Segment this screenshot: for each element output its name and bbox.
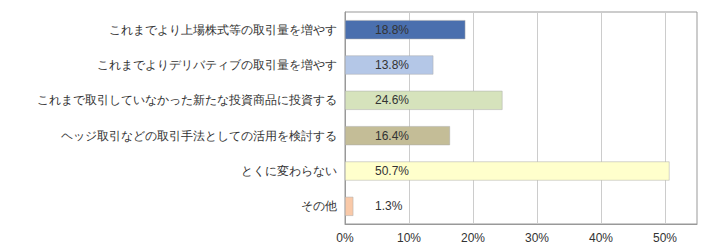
svg-text:40%: 40% xyxy=(589,231,613,245)
svg-text:50.7%: 50.7% xyxy=(375,164,409,178)
svg-text:20%: 20% xyxy=(461,231,485,245)
svg-text:16.4%: 16.4% xyxy=(375,129,409,143)
svg-text:10%: 10% xyxy=(397,231,421,245)
svg-text:0%: 0% xyxy=(336,231,354,245)
svg-text:その他: その他 xyxy=(301,199,337,213)
svg-text:これまでより上場株式等の取引量を増やす: これまでより上場株式等の取引量を増やす xyxy=(109,23,337,37)
svg-text:1.3%: 1.3% xyxy=(375,199,403,213)
svg-text:13.8%: 13.8% xyxy=(375,58,409,72)
svg-text:これまでよりデリバティブの取引量を増やす: これまでよりデリバティブの取引量を増やす xyxy=(97,58,337,72)
svg-text:これまで取引していなかった新たな投資商品に投資する: これまで取引していなかった新たな投資商品に投資する xyxy=(37,93,337,107)
svg-text:とくに変わらない: とくに変わらない xyxy=(241,164,337,178)
svg-text:18.8%: 18.8% xyxy=(375,23,409,37)
svg-text:ヘッジ取引などの取引手法としての活用を検討する: ヘッジ取引などの取引手法としての活用を検討する xyxy=(61,129,337,143)
svg-text:30%: 30% xyxy=(525,231,549,245)
svg-text:50%: 50% xyxy=(653,231,677,245)
svg-text:24.6%: 24.6% xyxy=(375,93,409,107)
